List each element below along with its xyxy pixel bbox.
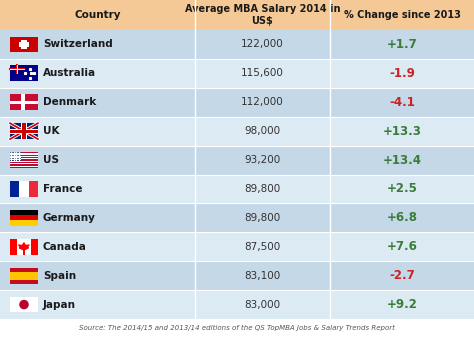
Bar xyxy=(19,181,28,197)
Bar xyxy=(10,155,38,156)
Text: 122,000: 122,000 xyxy=(241,39,284,50)
Bar xyxy=(10,94,38,110)
Bar xyxy=(10,163,38,164)
Text: Germany: Germany xyxy=(43,213,96,223)
Bar xyxy=(10,159,38,161)
Bar xyxy=(21,123,27,139)
Text: +7.6: +7.6 xyxy=(387,240,418,253)
Bar xyxy=(23,251,25,255)
Text: +6.8: +6.8 xyxy=(386,211,418,224)
Bar xyxy=(21,94,25,110)
Bar xyxy=(10,181,19,197)
Text: Denmark: Denmark xyxy=(43,97,96,107)
Bar xyxy=(0,117,474,146)
Text: -2.7: -2.7 xyxy=(389,269,415,282)
Text: Australia: Australia xyxy=(43,68,96,78)
Text: France: France xyxy=(43,184,82,194)
Bar xyxy=(10,272,38,280)
Bar xyxy=(10,152,38,153)
Text: Japan: Japan xyxy=(43,300,76,310)
Bar xyxy=(0,0,474,30)
Bar xyxy=(0,290,474,319)
Text: 83,000: 83,000 xyxy=(245,300,281,310)
Bar xyxy=(10,152,21,161)
Bar xyxy=(10,167,38,168)
Text: 112,000: 112,000 xyxy=(241,97,284,107)
Bar xyxy=(10,164,38,165)
Text: Country: Country xyxy=(74,10,121,20)
Bar xyxy=(0,146,474,175)
Circle shape xyxy=(19,300,29,309)
Text: 87,500: 87,500 xyxy=(245,242,281,252)
Text: +13.4: +13.4 xyxy=(383,154,421,166)
Bar xyxy=(10,161,38,162)
Text: Source: The 2014/15 and 2013/14 editions of the QS TopMBA Jobs & Salary Trends R: Source: The 2014/15 and 2013/14 editions… xyxy=(79,325,395,331)
Bar xyxy=(10,210,38,215)
Bar xyxy=(10,157,38,158)
Text: +1.7: +1.7 xyxy=(387,38,418,51)
Bar xyxy=(10,239,38,255)
Text: +2.5: +2.5 xyxy=(387,182,418,195)
Bar xyxy=(10,215,38,220)
Bar xyxy=(0,261,474,290)
Bar xyxy=(10,65,38,81)
Bar xyxy=(31,239,38,255)
Polygon shape xyxy=(18,243,29,251)
Bar xyxy=(21,40,27,49)
Text: -1.9: -1.9 xyxy=(389,67,415,80)
Text: UK: UK xyxy=(43,126,60,136)
Text: % Change since 2013: % Change since 2013 xyxy=(344,10,460,20)
Bar xyxy=(10,158,38,159)
Text: Spain: Spain xyxy=(43,271,76,281)
Text: 83,100: 83,100 xyxy=(245,271,281,281)
Bar xyxy=(22,123,26,139)
Bar xyxy=(28,181,38,197)
Bar xyxy=(10,36,38,52)
Text: +13.3: +13.3 xyxy=(383,125,421,137)
Text: US: US xyxy=(43,155,59,165)
Bar xyxy=(10,297,38,312)
Bar xyxy=(10,239,17,255)
Bar xyxy=(10,101,38,104)
Text: -4.1: -4.1 xyxy=(389,96,415,109)
Bar xyxy=(0,175,474,204)
Text: 98,000: 98,000 xyxy=(245,126,281,136)
Text: 93,200: 93,200 xyxy=(245,155,281,165)
Bar xyxy=(0,232,474,261)
Text: Switzerland: Switzerland xyxy=(43,39,113,50)
Bar xyxy=(10,162,38,163)
Text: 89,800: 89,800 xyxy=(245,184,281,194)
Bar xyxy=(0,204,474,232)
Bar xyxy=(0,59,474,88)
Text: +9.2: +9.2 xyxy=(387,298,418,311)
Bar xyxy=(19,42,29,47)
Bar xyxy=(10,65,24,73)
Bar xyxy=(10,268,38,284)
Bar xyxy=(10,129,38,133)
Bar xyxy=(10,123,38,139)
Bar xyxy=(10,220,38,226)
Bar xyxy=(0,30,474,59)
Text: 89,800: 89,800 xyxy=(245,213,281,223)
Bar xyxy=(10,165,38,167)
Bar xyxy=(10,129,38,133)
Bar xyxy=(10,156,38,157)
Bar xyxy=(0,88,474,117)
Text: 115,600: 115,600 xyxy=(241,68,284,78)
Text: Average MBA Salary 2014 in
US$: Average MBA Salary 2014 in US$ xyxy=(185,4,340,26)
Bar xyxy=(10,153,38,155)
Text: Canada: Canada xyxy=(43,242,87,252)
